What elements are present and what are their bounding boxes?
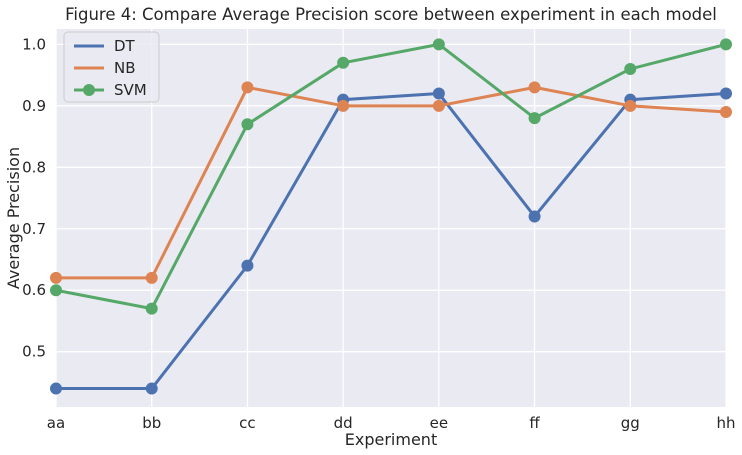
data-point-svm	[50, 284, 62, 297]
legend-label-dt: DT	[114, 37, 136, 55]
y-tick-label: 0.6	[22, 281, 46, 299]
x-tick-label: ff	[529, 414, 540, 432]
y-tick-label: 0.8	[22, 158, 46, 176]
y-tick-label: 0.7	[22, 220, 46, 238]
data-point-nb	[337, 99, 350, 112]
y-tick-labels: 0.5 0.6 0.7 0.8 0.9 1.0	[22, 35, 46, 360]
x-tick-label: dd	[334, 414, 353, 432]
chart-title: Figure 4: Compare Average Precision scor…	[65, 5, 717, 24]
plot-area	[56, 29, 726, 407]
legend-item-dt: DT	[74, 37, 136, 55]
legend-item-nb: NB	[74, 59, 136, 77]
data-point-nb	[432, 99, 445, 112]
y-tick-label: 0.5	[22, 343, 46, 361]
data-point-svm	[432, 38, 445, 51]
data-point-dt	[432, 87, 445, 100]
data-point-nb	[528, 81, 541, 94]
y-axis-label: Average Precision	[4, 147, 23, 289]
x-tick-label: gg	[621, 414, 640, 432]
legend-label-nb: NB	[114, 59, 136, 77]
data-point-dt	[145, 382, 158, 395]
x-tick-label: hh	[716, 414, 735, 432]
data-point-dt	[720, 87, 732, 100]
series-svm	[50, 38, 732, 315]
data-point-nb	[241, 81, 254, 94]
data-point-svm	[145, 302, 158, 315]
data-point-dt	[528, 210, 541, 223]
legend-marker-svm	[83, 84, 95, 96]
series-nb	[50, 81, 732, 284]
data-point-nb	[50, 271, 62, 284]
series-line-svm	[54, 42, 728, 311]
legend-label-svm: SVM	[114, 81, 147, 99]
data-point-nb	[624, 99, 637, 112]
x-tick-label: cc	[239, 414, 256, 432]
data-point-svm	[624, 62, 637, 75]
data-point-nb	[720, 105, 732, 118]
x-tick-label: aa	[47, 414, 65, 432]
x-tick-label: bb	[142, 414, 161, 432]
legend-item-svm: SVM	[74, 81, 147, 99]
legend: DT NB SVM	[63, 31, 160, 103]
y-gridlines	[56, 43, 726, 353]
y-tick-label: 0.9	[22, 97, 46, 115]
y-tick-label: 1.0	[22, 35, 46, 53]
data-point-svm	[241, 118, 254, 131]
series-layer	[50, 38, 732, 395]
data-point-svm	[528, 112, 541, 125]
series-line-nb	[54, 85, 728, 280]
data-point-svm	[720, 38, 732, 51]
data-point-dt	[50, 382, 62, 395]
data-point-dt	[241, 259, 254, 272]
data-point-nb	[145, 271, 158, 284]
x-tick-label: ee	[430, 414, 448, 432]
x-axis-label: Experiment	[345, 430, 437, 449]
x-tick-labels: aa bb cc dd ee ff gg hh	[47, 414, 736, 432]
data-point-svm	[337, 56, 350, 69]
series-line-dt	[54, 92, 728, 391]
